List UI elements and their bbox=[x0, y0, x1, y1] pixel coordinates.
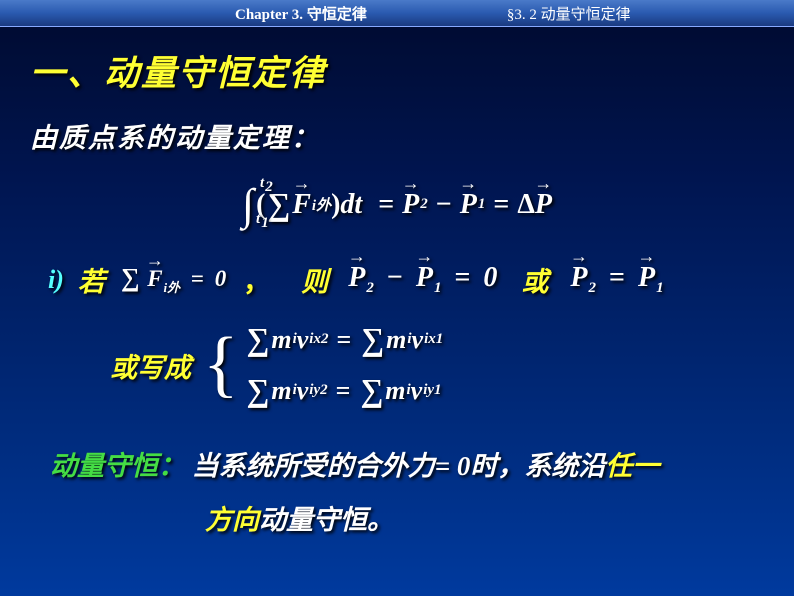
item-i: i) bbox=[48, 265, 64, 295]
main-equation: ∫ t2 t1 ( ∑ Fi外 ) d t = P2 − P1 = ΔP bbox=[30, 179, 764, 230]
P2-vector: P bbox=[402, 189, 419, 221]
chapter-title: 守恒定律 bbox=[307, 7, 367, 23]
brace-icon: { bbox=[203, 335, 239, 394]
slide-header: Chapter 3. 守恒定律 §3. 2 动量守恒定律 bbox=[0, 0, 794, 27]
F-vector: F bbox=[292, 189, 311, 221]
label-ze: 则 bbox=[301, 260, 328, 299]
label-ruo: 若 bbox=[78, 260, 105, 299]
component-equations: 或写成 { ∑mivix2 = ∑mivix1 ∑miviy2 = ∑miviy… bbox=[110, 321, 764, 409]
section-label: §3. 2 动量守恒定律 bbox=[507, 3, 631, 24]
label-huo: 或 bbox=[521, 260, 548, 299]
label-written: 或写成 bbox=[110, 346, 191, 385]
integral-sign: ∫ t2 t1 bbox=[242, 179, 254, 230]
conclusion-lead: 动量守恒： bbox=[50, 451, 185, 481]
P1-vector: P bbox=[460, 189, 477, 221]
eq-x-component: ∑mivix2 = ∑mivix1 bbox=[245, 321, 444, 358]
condition-line: i) 若 ∑ Fi外 = 0 ， 则 P2 − P1 = 0 或 P2 = P1 bbox=[48, 260, 764, 299]
chapter-num: Chapter 3. bbox=[235, 7, 303, 23]
chapter-label: Chapter 3. 守恒定律 bbox=[235, 3, 367, 24]
subtitle: 由质点系的动量定理： bbox=[30, 116, 764, 155]
conclusion: 动量守恒： 当系统所受的合外力= 0时，系统沿任一 方向动量守恒。 bbox=[50, 439, 764, 547]
main-title: 一、动量守恒定律 bbox=[30, 45, 764, 96]
slide-content: 一、动量守恒定律 由质点系的动量定理： ∫ t2 t1 ( ∑ Fi外 ) d … bbox=[0, 27, 794, 547]
dP-vector: P bbox=[535, 189, 552, 221]
eq-y-component: ∑miviy2 = ∑miviy1 bbox=[245, 372, 444, 409]
